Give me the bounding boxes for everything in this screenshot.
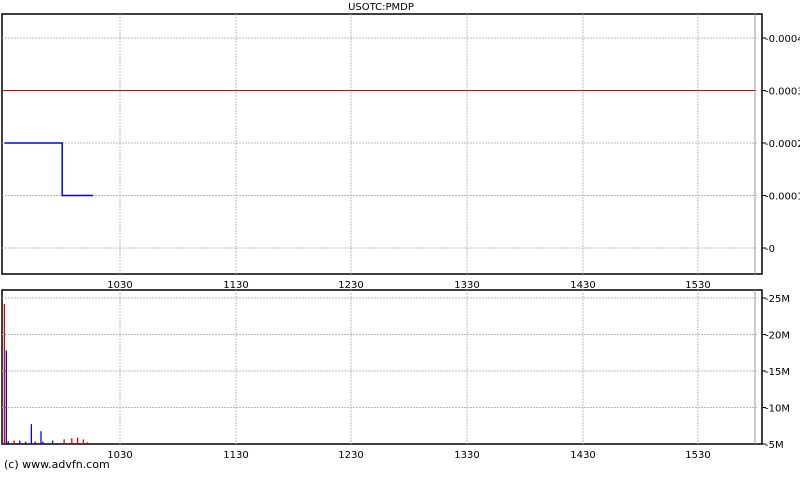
price-x-tick-label: 1330 [454, 280, 479, 291]
volume-x-tick-label: 1530 [685, 450, 710, 461]
volume-y-tick-label: -25M [765, 294, 790, 305]
price-y-tick-label: -0.0003 [765, 87, 800, 98]
volume-y-tick-label: -15M [765, 367, 790, 378]
volume-x-tick-label: 1030 [107, 450, 132, 461]
price-line [4, 142, 94, 197]
volume-x-tick-label: 1430 [570, 450, 595, 461]
volume-x-tick-label: 1230 [338, 450, 363, 461]
volume-x-tick-label: 1130 [223, 450, 248, 461]
price-plot-area [1, 13, 763, 275]
price-x-tick-label: 1230 [338, 280, 363, 291]
price-y-tick-label: -0.0004 [765, 34, 800, 45]
copyright: (c) www.advfn.com [4, 458, 110, 471]
price-x-tick-label: 1430 [570, 280, 595, 291]
volume-y-tick-label: -5M [765, 440, 784, 451]
price-y-tick-label: -0.0001 [765, 192, 800, 203]
chart-title: USOTC:PMDP [348, 2, 414, 13]
volume-y-tick-label: -10M [765, 404, 790, 415]
price-y-tick-label: -0 [765, 244, 775, 255]
price-x-tick-label: 1130 [223, 280, 248, 291]
volume-x-tick-label: 1330 [454, 450, 479, 461]
price-x-tick-label: 1030 [107, 280, 132, 291]
volume-plot-area [1, 289, 763, 445]
volume-y-tick-label: -20M [765, 331, 790, 342]
price-y-tick-label: -0.0002 [765, 139, 800, 150]
price-x-tick-label: 1530 [685, 280, 710, 291]
